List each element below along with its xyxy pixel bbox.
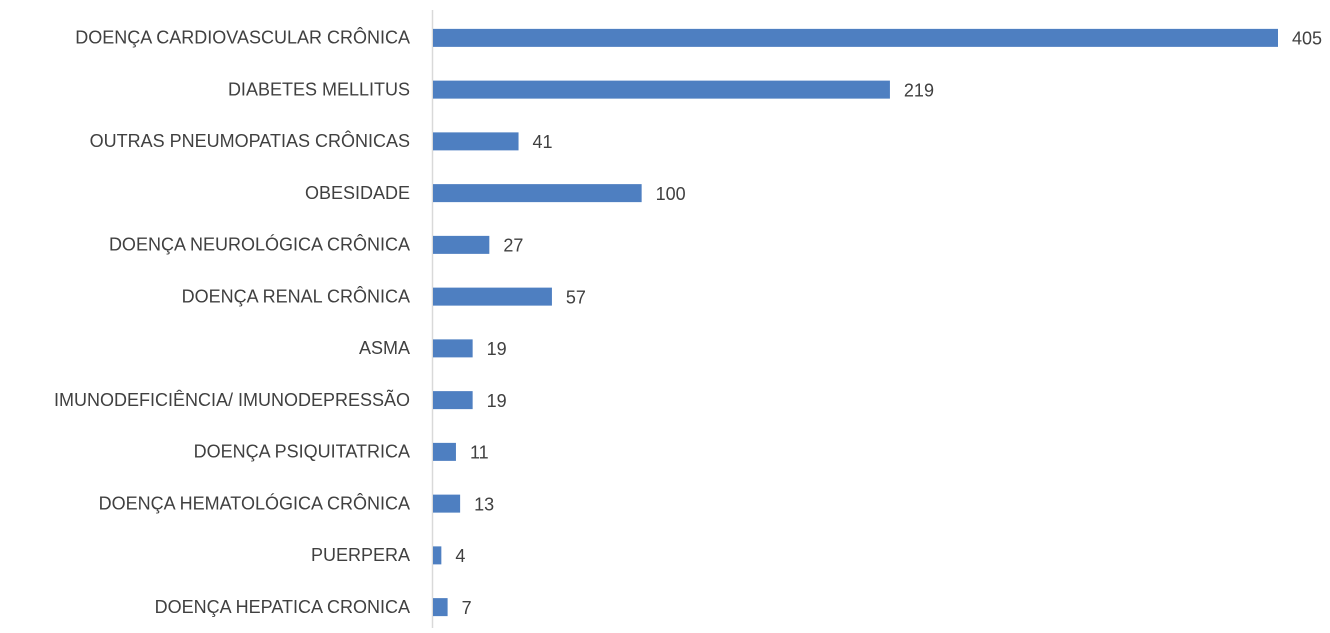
data-label: 13 bbox=[474, 494, 494, 514]
data-label: 7 bbox=[462, 598, 472, 618]
bar bbox=[433, 28, 1278, 47]
data-label: 219 bbox=[904, 80, 934, 100]
bar bbox=[433, 391, 473, 410]
bar bbox=[433, 598, 448, 617]
bar bbox=[433, 546, 442, 565]
bar bbox=[433, 132, 519, 151]
y-tick-label: DIABETES MELLITUS bbox=[228, 79, 410, 99]
bar bbox=[433, 235, 490, 254]
y-tick-label: DOENÇA HEMATOLÓGICA CRÔNICA bbox=[99, 492, 410, 513]
y-tick-label: DOENÇA HEPATICA CRONICA bbox=[155, 597, 410, 617]
data-label: 11 bbox=[470, 443, 489, 463]
y-tick-label: PUERPERA bbox=[311, 545, 410, 565]
data-label: 41 bbox=[533, 132, 553, 152]
bar bbox=[433, 287, 552, 306]
y-tick-label: ASMA bbox=[359, 338, 410, 358]
data-label: 100 bbox=[656, 184, 686, 204]
y-tick-label: DOENÇA NEUROLÓGICA CRÔNICA bbox=[109, 234, 410, 255]
data-label: 405 bbox=[1292, 29, 1322, 49]
data-label: 57 bbox=[566, 287, 586, 307]
bar bbox=[433, 442, 456, 461]
data-label: 19 bbox=[487, 339, 507, 359]
data-label: 4 bbox=[455, 546, 465, 566]
bar bbox=[433, 339, 473, 358]
y-tick-label: DOENÇA PSIQUITATRICA bbox=[194, 442, 410, 462]
bar bbox=[433, 184, 642, 203]
y-tick-label: DOENÇA CARDIOVASCULAR CRÔNICA bbox=[75, 27, 410, 48]
y-tick-label: DOENÇA RENAL CRÔNICA bbox=[182, 285, 410, 306]
y-tick-label: OBESIDADE bbox=[305, 183, 410, 203]
bar bbox=[433, 80, 890, 99]
y-tick-label: OUTRAS PNEUMOPATIAS CRÔNICAS bbox=[90, 130, 410, 151]
y-tick-label: IMUNODEFICIÊNCIA/ IMUNODEPRESSÃO bbox=[54, 389, 410, 410]
data-label: 27 bbox=[503, 236, 523, 256]
data-label: 19 bbox=[487, 391, 507, 411]
bar bbox=[433, 494, 461, 513]
